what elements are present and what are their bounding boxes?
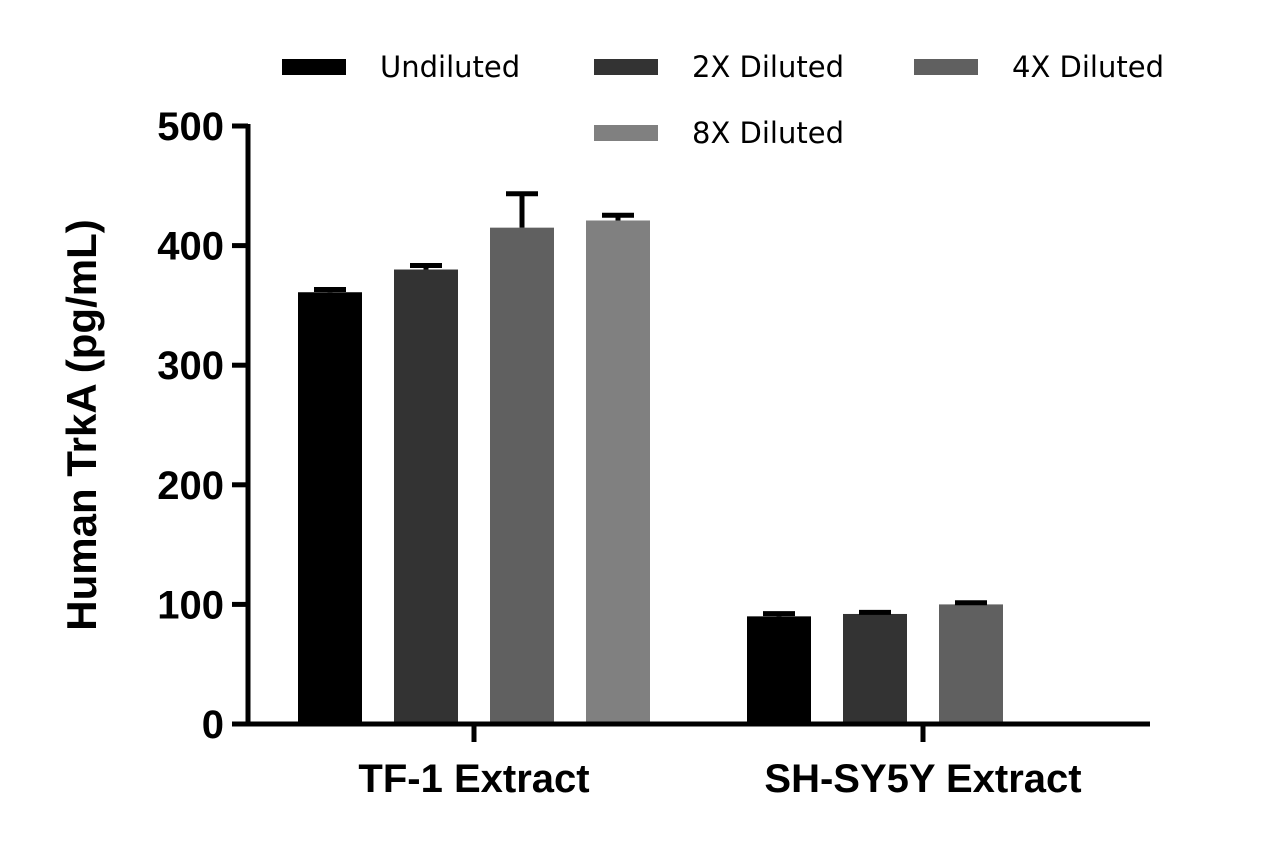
bar: [939, 604, 1003, 724]
y-tick-label: 300: [157, 344, 224, 388]
bars: [298, 191, 1003, 724]
legend-swatch: [594, 125, 658, 141]
bar: [843, 613, 907, 724]
legend-swatch: [914, 59, 978, 75]
y-axis: 0 100 200 300 400 500: [157, 105, 251, 747]
bar: [747, 616, 811, 724]
legend-label: 2X Diluted: [692, 50, 844, 84]
bar: [394, 269, 458, 724]
legend-label: Undiluted: [380, 50, 520, 84]
legend-swatch: [594, 59, 658, 75]
legend-swatch: [282, 59, 346, 75]
bar: [586, 220, 650, 724]
bar: [490, 227, 554, 724]
x-tick-label: TF-1 Extract: [358, 757, 589, 801]
legend: Undiluted 2X Diluted 4X Diluted 8X Diluted: [282, 50, 1164, 150]
legend-label: 8X Diluted: [692, 116, 844, 150]
x-tick-label: SH-SY5Y Extract: [764, 757, 1081, 801]
y-tick-label: 500: [157, 105, 224, 149]
y-tick-label: 0: [202, 703, 224, 747]
y-tick-label: 400: [157, 225, 224, 269]
legend-label: 4X Diluted: [1012, 50, 1164, 84]
y-tick-label: 200: [157, 464, 224, 508]
y-axis-label: Human TrkA (pg/mL): [58, 219, 105, 630]
y-tick-label: 100: [157, 583, 224, 627]
bar: [298, 292, 362, 724]
x-axis: TF-1 Extract SH-SY5Y Extract: [232, 721, 1150, 801]
